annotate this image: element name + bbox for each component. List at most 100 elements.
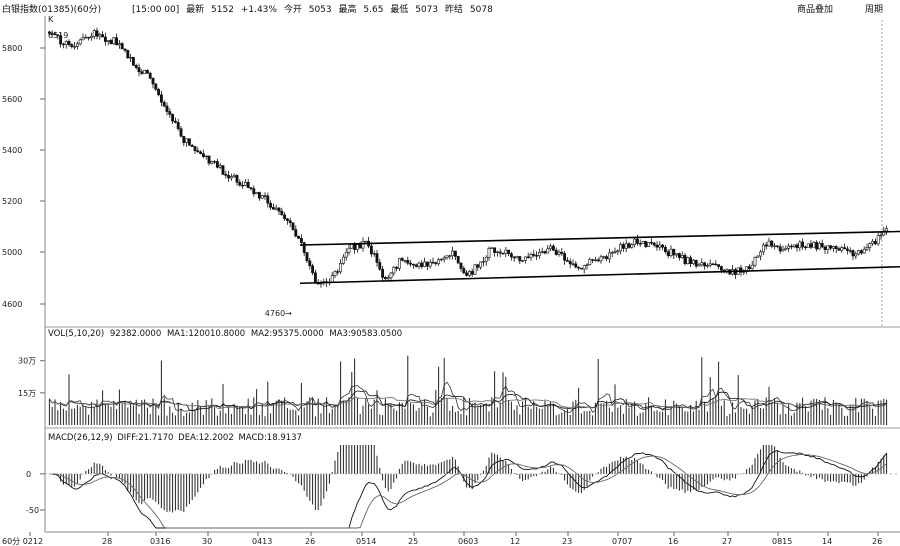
candle-body [269, 202, 273, 208]
candle-body [439, 258, 443, 261]
candle-body [641, 241, 645, 244]
candle-body [834, 246, 838, 249]
candle-body [540, 251, 544, 253]
candle-body [115, 37, 119, 46]
price-y-tick-label: 5200 [2, 197, 22, 206]
change-percent: +1.43% [240, 5, 277, 15]
candle-body [50, 33, 54, 35]
candle-body [837, 248, 841, 251]
candle-body [106, 40, 110, 42]
candle-body [378, 262, 382, 270]
candle-body [277, 207, 281, 212]
candle-body [428, 261, 432, 267]
quote-summary: [15:00 00] 最新 5152 +1.43% 今开 5053 最高 5.6… [132, 2, 497, 15]
candle-body [854, 253, 858, 257]
candle-body [543, 251, 547, 254]
candle-body [801, 241, 805, 248]
candle-body [243, 181, 247, 186]
candle-body [711, 263, 715, 265]
candle-body [551, 245, 555, 251]
candle-body [283, 214, 287, 220]
candle-body [445, 255, 449, 259]
candle-body [792, 244, 796, 247]
candle-body [280, 210, 284, 216]
candle-body [504, 249, 508, 254]
candle-body [190, 144, 194, 147]
candle-body [885, 228, 889, 232]
candle-body [389, 272, 393, 279]
candle-body [196, 150, 200, 153]
candle-body [386, 277, 390, 280]
candle-body [669, 248, 673, 256]
candle-body [179, 128, 183, 137]
candle-body [750, 264, 754, 269]
candle-body [675, 253, 679, 256]
candle-body [347, 247, 351, 253]
candle-body [358, 244, 362, 249]
candle-body [168, 111, 172, 115]
open-value: 5053 [308, 5, 332, 15]
candle-body [448, 255, 452, 257]
candle-body [761, 244, 765, 253]
period-button[interactable]: 周期 [865, 5, 884, 15]
candle-body [341, 256, 345, 264]
candle-body [549, 245, 553, 250]
candle-body [162, 101, 166, 107]
candle-body [680, 254, 684, 259]
vol-indicator-name: VOL(5,10,20) [48, 329, 104, 339]
overlay-commodity-button[interactable]: 商品叠加 [797, 5, 834, 15]
candle-body [171, 114, 175, 122]
candle-body [487, 248, 491, 258]
candle-body [263, 195, 267, 197]
vol-ma1: MA1:120010.8000 [167, 329, 245, 339]
x-axis-tick-label: 23 [562, 537, 572, 546]
candle-body [56, 34, 60, 36]
candle-body [708, 263, 712, 266]
volume-bars [48, 355, 888, 425]
candle-body [568, 261, 572, 265]
candle-body [221, 165, 225, 175]
low-label: 最低 [390, 5, 409, 15]
macd-indicator-name: MACD(26,12,9) [48, 433, 113, 443]
candle-body [605, 256, 609, 260]
x-axis-tick-label: 0815 [772, 537, 792, 546]
candle-body [481, 261, 485, 263]
candle-body [143, 70, 147, 74]
candle-body [820, 243, 824, 248]
candle-body [526, 256, 530, 258]
candle-body [770, 240, 774, 247]
candle-body [81, 37, 85, 41]
candle-body [649, 242, 653, 244]
candle-body [302, 242, 306, 253]
candle-body [182, 135, 186, 143]
candle-body [193, 146, 197, 151]
candle-body [871, 240, 875, 244]
candle-body [574, 263, 578, 268]
candle-body [857, 250, 861, 255]
candle-body [109, 40, 113, 45]
macd-lines [45, 450, 900, 529]
candle-body [383, 277, 387, 280]
candle-body [624, 243, 628, 249]
candle-body [479, 261, 483, 268]
volume-ma-line [49, 381, 887, 413]
candle-body [767, 240, 771, 247]
prev-settle-value: 5078 [469, 5, 493, 15]
candle-body [859, 250, 863, 254]
candle-body [64, 41, 68, 45]
candle-body [739, 267, 743, 273]
candle-body [476, 264, 480, 268]
candle-body [876, 235, 880, 245]
candle-body [173, 120, 177, 123]
candle-body [577, 266, 581, 269]
channel-trendlines [299, 230, 900, 285]
candle-body [484, 257, 488, 262]
candle-body [845, 248, 849, 251]
candle-body [381, 268, 385, 278]
vol-ma3: MA3:90583.0500 [329, 329, 402, 339]
candle-body [535, 255, 539, 257]
candle-body [560, 251, 564, 254]
vol-y-tick-label: 30万 [18, 357, 36, 366]
